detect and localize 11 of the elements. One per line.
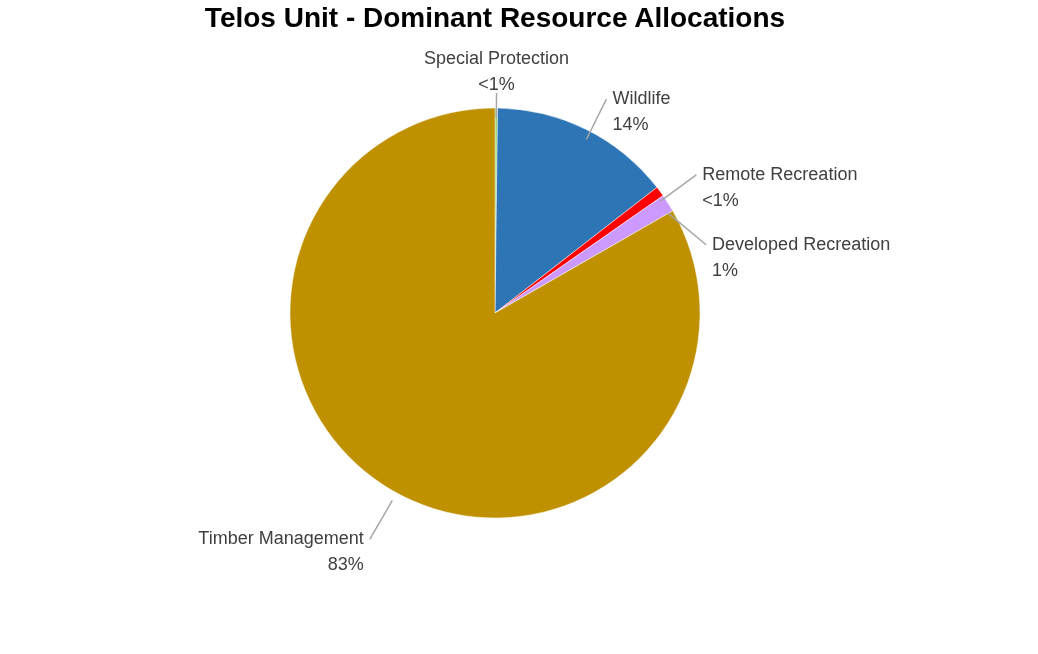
- slice-label: Timber Management: [198, 528, 364, 549]
- data-label: <1%: [478, 74, 515, 94]
- chart-title: Telos Unit - Dominant Resource Allocations: [204, 2, 786, 33]
- slice-label: Remote Recreation: [702, 163, 858, 184]
- data-label: 1%: [712, 259, 739, 280]
- slice-label: Wildlife: [612, 88, 671, 109]
- slice-label: Special Protection: [424, 48, 570, 68]
- data-label: 14%: [612, 114, 649, 135]
- data-label: 83%: [327, 554, 364, 575]
- slice-label: Developed Recreation: [712, 233, 891, 254]
- data-label: <1%: [702, 189, 739, 210]
